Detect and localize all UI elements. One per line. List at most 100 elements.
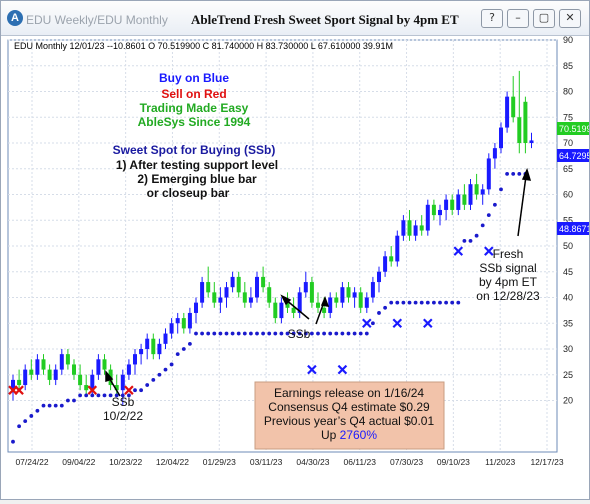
candle-body [157,343,162,355]
y-tick-label: 20 [563,396,573,406]
candle-body [364,297,369,308]
earnings-up-prefix: Up [321,428,340,442]
candle-body [120,374,125,391]
stop-dot [78,393,82,398]
y-tick-label: 30 [563,344,573,354]
stop-dot [383,305,387,310]
buy-signal-x [337,364,348,375]
stop-dot [407,300,412,305]
stop-dot [486,213,491,218]
stop-dot [377,311,381,315]
stop-dot [59,403,64,408]
y-tick-label: 50 [563,241,573,251]
candle-body [47,369,52,380]
candle-body [352,292,357,298]
y-tick-label: 70 [563,138,573,148]
candle-body [218,297,223,303]
candle-body [90,374,95,391]
buy-signal-x [307,364,317,375]
price-chart[interactable]: 20 25 30 35 40 45 50 55 60 65 70 75 80 85 90 07/24/22 09… [2,35,590,499]
minimize-button[interactable]: – [507,9,529,28]
stop-dot [291,331,296,336]
stop-dot [41,403,46,408]
tab-chart-views[interactable]: EDU Weekly/EDU Monthly [26,13,168,27]
stop-dot [114,393,119,398]
stop-dot [456,300,461,305]
candle-body [346,287,351,298]
stop-dot [151,378,156,382]
stop-dot [175,352,180,357]
candle-body [255,276,259,298]
stop-dot [499,187,503,192]
candle-body [248,297,253,303]
stop-dot [224,331,229,336]
stop-dot [35,408,40,413]
candle-body [236,276,241,293]
price-tag-stop: 64.7295 [559,151,589,161]
stop-dot [346,331,351,336]
stop-dot [102,393,107,398]
price-tag-level: 48.8671 [559,224,589,234]
arrowhead-fresh [521,167,532,181]
restore-button[interactable]: ▢ [533,9,555,28]
stop-dot [303,331,308,336]
help-button[interactable]: ? [481,9,503,28]
candle-body [273,302,278,319]
close-button[interactable]: ✕ [559,9,581,28]
earnings-up-value: 2760% [340,428,378,442]
stop-dot [511,172,516,176]
sell-signal-x [124,385,134,395]
candle-body [309,282,314,303]
candle-body [370,282,375,298]
stop-dot [340,331,345,336]
stop-dot [157,372,162,377]
price-tag-bg-close [557,122,589,135]
stop-dot [145,383,150,387]
candle-body [303,282,308,293]
stop-dot [267,331,272,336]
price-tag-close: 70.5199 [559,124,589,134]
sweet-spot-line1: 1) After testing support level [116,158,278,172]
earnings-box: Earnings release on 1/16/24 Consensus Q4… [254,381,445,450]
stop-dot [236,331,241,336]
candle-body [291,307,296,313]
fresh-signal-line2: SSb signal [479,261,536,275]
candle-body [480,189,485,195]
candle-body [377,271,381,283]
candle-body [200,282,205,303]
stop-dot [255,331,259,336]
buy-signal-x [392,318,403,329]
candle-body [444,199,449,210]
candle-body [17,379,22,386]
x-tick-label: 01/29/23 [203,457,236,467]
candle-body [523,101,528,143]
stop-dot [200,331,205,336]
stop-dot [316,331,320,336]
stop-dot [279,331,284,336]
price-tag-bg-stop [557,149,589,162]
stop-dot [139,388,144,393]
candle-body [499,127,503,149]
candle-body [11,379,15,391]
x-tick-label: 09/04/22 [62,457,95,467]
candle-body [35,359,40,375]
legend-since: AbleSys Since 1994 [138,115,251,129]
chart-area[interactable]: 20 25 30 35 40 45 50 55 60 65 70 75 80 85 90 07/24/22 09… [2,35,590,499]
candle-body [505,96,510,128]
candle-body [224,287,229,298]
x-tick-label: 12/17/23 [530,457,563,467]
stop-dot [432,300,436,305]
stop-dot [505,172,509,176]
stop-dot [242,331,247,336]
y-tick-label: 35 [563,318,573,328]
stop-dot [127,393,131,398]
stop-dot [249,331,253,336]
candle-body [169,323,174,334]
quote-header: EDU Monthly 12/01/23 --10.8601 O 70.5199… [14,41,393,51]
candle-body [72,364,76,375]
candle-body [468,184,473,205]
stop-dot [66,398,70,403]
fresh-signal-line4: on 12/28/23 [476,289,540,303]
candle-body [413,225,418,236]
